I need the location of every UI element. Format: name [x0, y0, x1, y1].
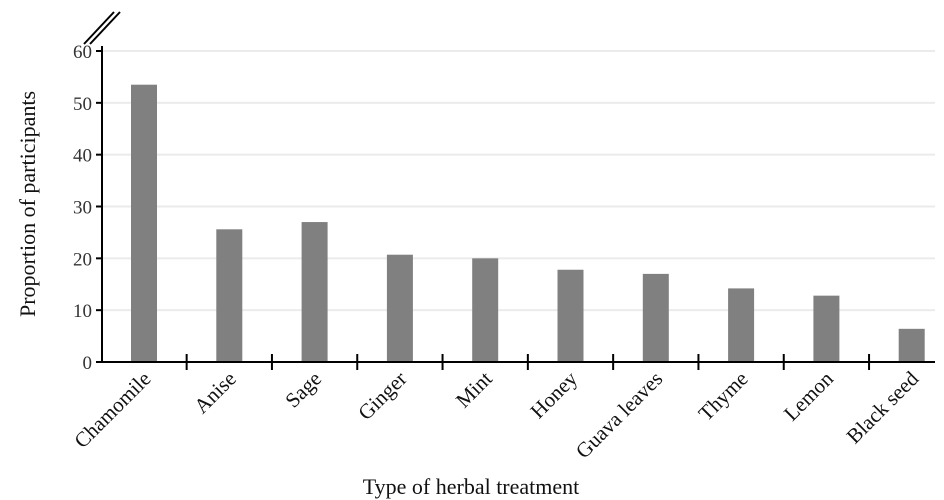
- bar: [642, 273, 669, 362]
- bar: [472, 258, 499, 362]
- x-axis-title: Type of herbal treatment: [363, 474, 580, 499]
- y-tick-label: 40: [73, 146, 92, 167]
- bar: [301, 222, 328, 362]
- y-tick-label: 20: [73, 249, 92, 270]
- y-tick-label: 0: [83, 353, 93, 374]
- x-tick-label: Chamomile: [69, 367, 155, 453]
- axis-break-icon: [83, 11, 121, 45]
- x-tick-label: Guava leaves: [571, 367, 668, 464]
- x-tick-label: Mint: [451, 366, 497, 412]
- y-tick-label: 50: [73, 94, 92, 115]
- y-axis-title: Proportion of participants: [15, 91, 40, 317]
- bar: [131, 84, 157, 363]
- bars: [131, 84, 925, 363]
- x-tick-label: Lemon: [779, 366, 838, 425]
- y-tick-label: 30: [73, 198, 92, 219]
- y-tick-label: 10: [73, 301, 92, 322]
- y-ticks: 0 10 20 30 40 50 60: [73, 42, 102, 374]
- bar: [813, 295, 840, 362]
- x-tick-label: Black seed: [842, 366, 924, 448]
- x-tick-label: Sage: [280, 367, 326, 413]
- x-tick-label: Honey: [525, 366, 582, 423]
- bar: [557, 269, 584, 362]
- bar: [386, 254, 413, 362]
- bar: [728, 288, 755, 362]
- y-tick-label: 60: [73, 42, 92, 63]
- x-tick-label: Thyme: [694, 367, 753, 426]
- x-tick-label: Ginger: [353, 367, 411, 425]
- bar: [216, 229, 243, 362]
- bar: [898, 328, 925, 362]
- x-tick-label: Anise: [189, 367, 241, 419]
